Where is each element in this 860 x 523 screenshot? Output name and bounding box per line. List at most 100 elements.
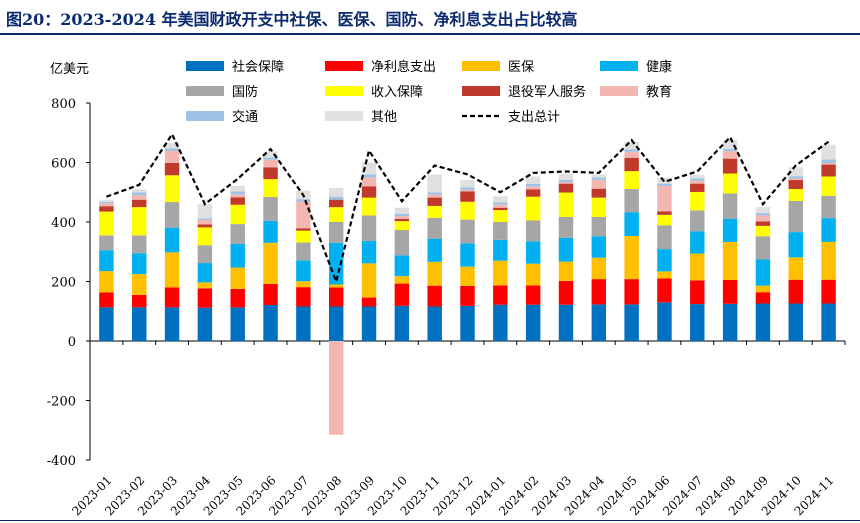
bar-segment — [821, 159, 836, 164]
bar-segment — [328, 306, 344, 341]
bar-segment — [99, 206, 114, 212]
bar-segment — [328, 196, 344, 200]
bar-segment — [558, 216, 574, 238]
bar-segment — [99, 199, 114, 202]
bar-segment — [394, 305, 410, 341]
bar-segment — [132, 195, 147, 200]
bar-segment — [361, 297, 377, 307]
legend-label: 医保 — [508, 60, 534, 75]
legend-label: 净利息支出 — [371, 59, 436, 75]
bar-segment — [296, 201, 311, 229]
legend-swatch — [186, 61, 224, 71]
legend-label: 健康 — [646, 59, 672, 75]
bar-segment — [328, 187, 344, 197]
bar-segment — [197, 288, 213, 308]
bar-segment — [821, 303, 836, 341]
bar-segment — [558, 261, 574, 281]
bar-segment — [197, 307, 213, 341]
bar-segment — [263, 305, 278, 341]
bar-segment — [493, 260, 508, 286]
figure-title: 图20：2023-2024 年美国财政开支中社保、医保、国防、净利息支出占比较高 — [6, 10, 578, 29]
bar-segment — [197, 218, 213, 220]
bar-segment — [296, 228, 311, 231]
bar-segment — [164, 150, 180, 163]
bar-segment — [99, 292, 114, 308]
bar-segment — [722, 158, 738, 174]
bar-segment — [263, 220, 278, 243]
bar-segment — [722, 148, 738, 152]
bar-segment — [525, 241, 541, 264]
title-underline — [0, 33, 860, 35]
bar-segment — [99, 271, 114, 293]
bar-segment — [99, 307, 114, 341]
bar-segment — [493, 207, 508, 211]
bar-segment — [788, 178, 803, 181]
bar-segment — [821, 241, 836, 280]
bar-segment — [493, 204, 508, 208]
bar-segment — [591, 279, 607, 305]
bar-segment — [525, 176, 541, 184]
bar-segment — [427, 192, 442, 195]
bar-segment — [558, 280, 574, 305]
bar-segment — [394, 221, 410, 231]
bar-segment — [591, 304, 607, 341]
bar-segment — [99, 201, 114, 204]
bar-segment — [624, 235, 639, 280]
bar-segment — [493, 304, 508, 341]
bar-segment — [460, 187, 475, 190]
bar-segment — [722, 193, 738, 219]
bar-segment — [722, 139, 738, 149]
bar-segment — [788, 188, 803, 201]
bar-segment — [460, 189, 475, 192]
bottom-rule — [0, 520, 860, 521]
bar-segment — [328, 222, 344, 243]
bar-segment — [164, 142, 180, 149]
bar-segment — [427, 306, 442, 341]
legend-swatch — [462, 86, 500, 96]
bar-segment — [328, 287, 344, 307]
bar-segment — [427, 217, 442, 239]
bar-segment — [197, 224, 213, 228]
bar-segment — [394, 216, 410, 220]
y-tick-label: 400 — [51, 216, 76, 231]
bar-segment — [230, 204, 245, 225]
bar-segment — [460, 180, 475, 188]
bar-segment — [722, 173, 738, 194]
bar-segment — [657, 249, 672, 272]
bar-segment — [361, 174, 377, 178]
legend-swatch — [186, 86, 224, 96]
bar-segment — [755, 292, 771, 304]
legend-swatch — [325, 61, 363, 71]
bar-segment — [132, 207, 147, 236]
bar-segment — [132, 192, 147, 196]
bar-segment — [164, 227, 180, 253]
bar-segment — [755, 215, 771, 222]
bar-segment — [624, 188, 639, 213]
bar-segment — [197, 227, 213, 246]
bar-segment — [263, 197, 278, 221]
bar-segment — [263, 283, 278, 306]
bar-segment — [591, 174, 607, 178]
bar-segment — [197, 204, 213, 219]
bar-segment — [296, 199, 311, 202]
bar-segment — [132, 253, 147, 275]
bar-segment — [624, 157, 639, 172]
bar-segment — [558, 182, 574, 184]
bar-segment — [755, 207, 771, 214]
bar-segment — [230, 191, 245, 195]
bar-segment — [525, 196, 541, 221]
bar-segment — [690, 180, 705, 184]
total-expenditure-line — [106, 131, 830, 286]
bar-segment — [493, 239, 508, 261]
bar-segment — [361, 215, 377, 242]
bar-segment — [296, 242, 311, 261]
bar-segment — [99, 211, 114, 236]
bar-segment — [722, 151, 738, 159]
bar-segment — [230, 194, 245, 198]
total-line-layer — [106, 131, 830, 286]
chart-bars — [99, 139, 836, 435]
bar-segment — [460, 266, 475, 286]
bar-segment — [427, 174, 442, 193]
bar-segment — [132, 307, 147, 341]
y-tick-label: 200 — [51, 276, 76, 291]
